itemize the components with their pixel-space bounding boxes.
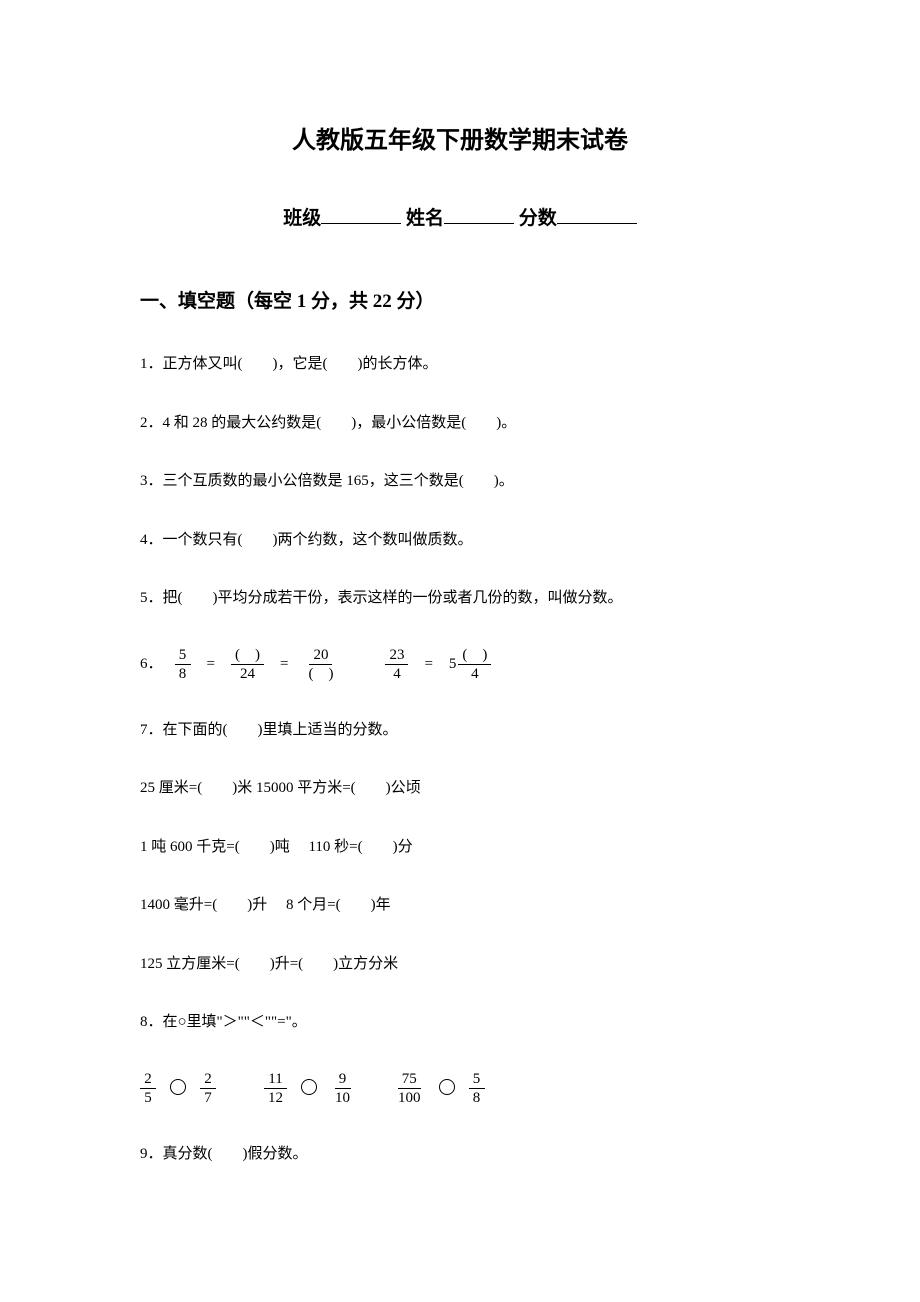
q8-frac-3b: 5 8 bbox=[469, 1070, 485, 1107]
compare-circle bbox=[170, 1079, 186, 1095]
frac-num: ( ) bbox=[458, 646, 491, 665]
question-6: 6． 5 8 = ( ) 24 = 20 ( ) 23 4 = 5 ( ) 4 bbox=[140, 646, 780, 683]
section-1-header: 一、填空题（每空 1 分，共 22 分） bbox=[140, 286, 780, 313]
question-2: 2．4 和 28 的最大公约数是( )，最小公倍数是( )。 bbox=[140, 412, 780, 435]
frac-num: 23 bbox=[385, 646, 408, 665]
frac-num: 2 bbox=[200, 1070, 216, 1089]
page-title: 人教版五年级下册数学期末试卷 bbox=[140, 120, 780, 155]
frac-num: 75 bbox=[398, 1070, 421, 1089]
question-9: 9．真分数( )假分数。 bbox=[140, 1143, 780, 1166]
frac-num: 2 bbox=[140, 1070, 156, 1089]
frac-num: 5 bbox=[469, 1070, 485, 1089]
question-7-line2: 1 吨 600 千克=( )吨 110 秒=( )分 bbox=[140, 836, 780, 859]
question-1: 1．正方体又叫( )，它是( )的长方体。 bbox=[140, 353, 780, 376]
name-blank bbox=[444, 205, 514, 224]
name-label: 姓名 bbox=[406, 208, 444, 229]
equals-sign: = bbox=[276, 653, 292, 676]
q6-frac-2: ( ) 24 bbox=[231, 646, 264, 683]
question-7-line3: 1400 毫升=( )升 8 个月=( )年 bbox=[140, 894, 780, 917]
q6-frac-3: 20 ( ) bbox=[304, 646, 337, 683]
q8-frac-2b: 9 10 bbox=[331, 1070, 354, 1107]
frac-den: 7 bbox=[200, 1089, 216, 1107]
compare-circle bbox=[439, 1079, 455, 1095]
frac-den: 10 bbox=[331, 1089, 354, 1107]
q6-frac-4: 23 4 bbox=[385, 646, 408, 683]
compare-circle bbox=[301, 1079, 317, 1095]
student-info-line: 班级 姓名 分数 bbox=[140, 203, 780, 230]
question-8-intro: 8．在○里填"＞""＜""="。 bbox=[140, 1011, 780, 1034]
frac-den: 100 bbox=[394, 1089, 425, 1107]
q6-prefix: 6． bbox=[140, 653, 163, 676]
class-blank bbox=[321, 205, 401, 224]
q6-mixed: 5 ( ) 4 bbox=[449, 646, 492, 683]
frac-den: 24 bbox=[236, 665, 259, 683]
score-blank bbox=[557, 205, 637, 224]
question-7-line1: 25 厘米=( )米 15000 平方米=( )公顷 bbox=[140, 777, 780, 800]
question-7-intro: 7．在下面的( )里填上适当的分数。 bbox=[140, 719, 780, 742]
frac-den: 4 bbox=[467, 665, 483, 683]
frac-den: 8 bbox=[175, 665, 191, 683]
mixed-frac: ( ) 4 bbox=[458, 646, 491, 683]
frac-den: 4 bbox=[389, 665, 405, 683]
question-7-line4: 125 立方厘米=( )升=( )立方分米 bbox=[140, 953, 780, 976]
frac-num: 20 bbox=[309, 646, 332, 665]
equals-sign: = bbox=[420, 653, 436, 676]
q6-frac-1: 5 8 bbox=[175, 646, 191, 683]
frac-den: 8 bbox=[469, 1089, 485, 1107]
frac-den: 12 bbox=[264, 1089, 287, 1107]
frac-num: 9 bbox=[335, 1070, 351, 1089]
frac-num: 11 bbox=[264, 1070, 286, 1089]
frac-den: ( ) bbox=[304, 665, 337, 683]
class-label: 班级 bbox=[283, 208, 321, 229]
frac-num: 5 bbox=[175, 646, 191, 665]
question-4: 4．一个数只有( )两个约数，这个数叫做质数。 bbox=[140, 529, 780, 552]
question-3: 3．三个互质数的最小公倍数是 165，这三个数是( )。 bbox=[140, 470, 780, 493]
q8-frac-1b: 2 7 bbox=[200, 1070, 216, 1107]
q8-frac-2a: 11 12 bbox=[264, 1070, 287, 1107]
equals-sign: = bbox=[203, 653, 219, 676]
frac-den: 5 bbox=[140, 1089, 156, 1107]
question-5: 5．把( )平均分成若干份，表示这样的一份或者几份的数，叫做分数。 bbox=[140, 587, 780, 610]
q8-frac-3a: 75 100 bbox=[394, 1070, 425, 1107]
question-8-fracs: 2 5 2 7 11 12 9 10 75 100 5 8 bbox=[140, 1070, 780, 1107]
mixed-whole: 5 bbox=[449, 653, 457, 676]
score-label: 分数 bbox=[519, 208, 557, 229]
q8-frac-1a: 2 5 bbox=[140, 1070, 156, 1107]
frac-num: ( ) bbox=[231, 646, 264, 665]
